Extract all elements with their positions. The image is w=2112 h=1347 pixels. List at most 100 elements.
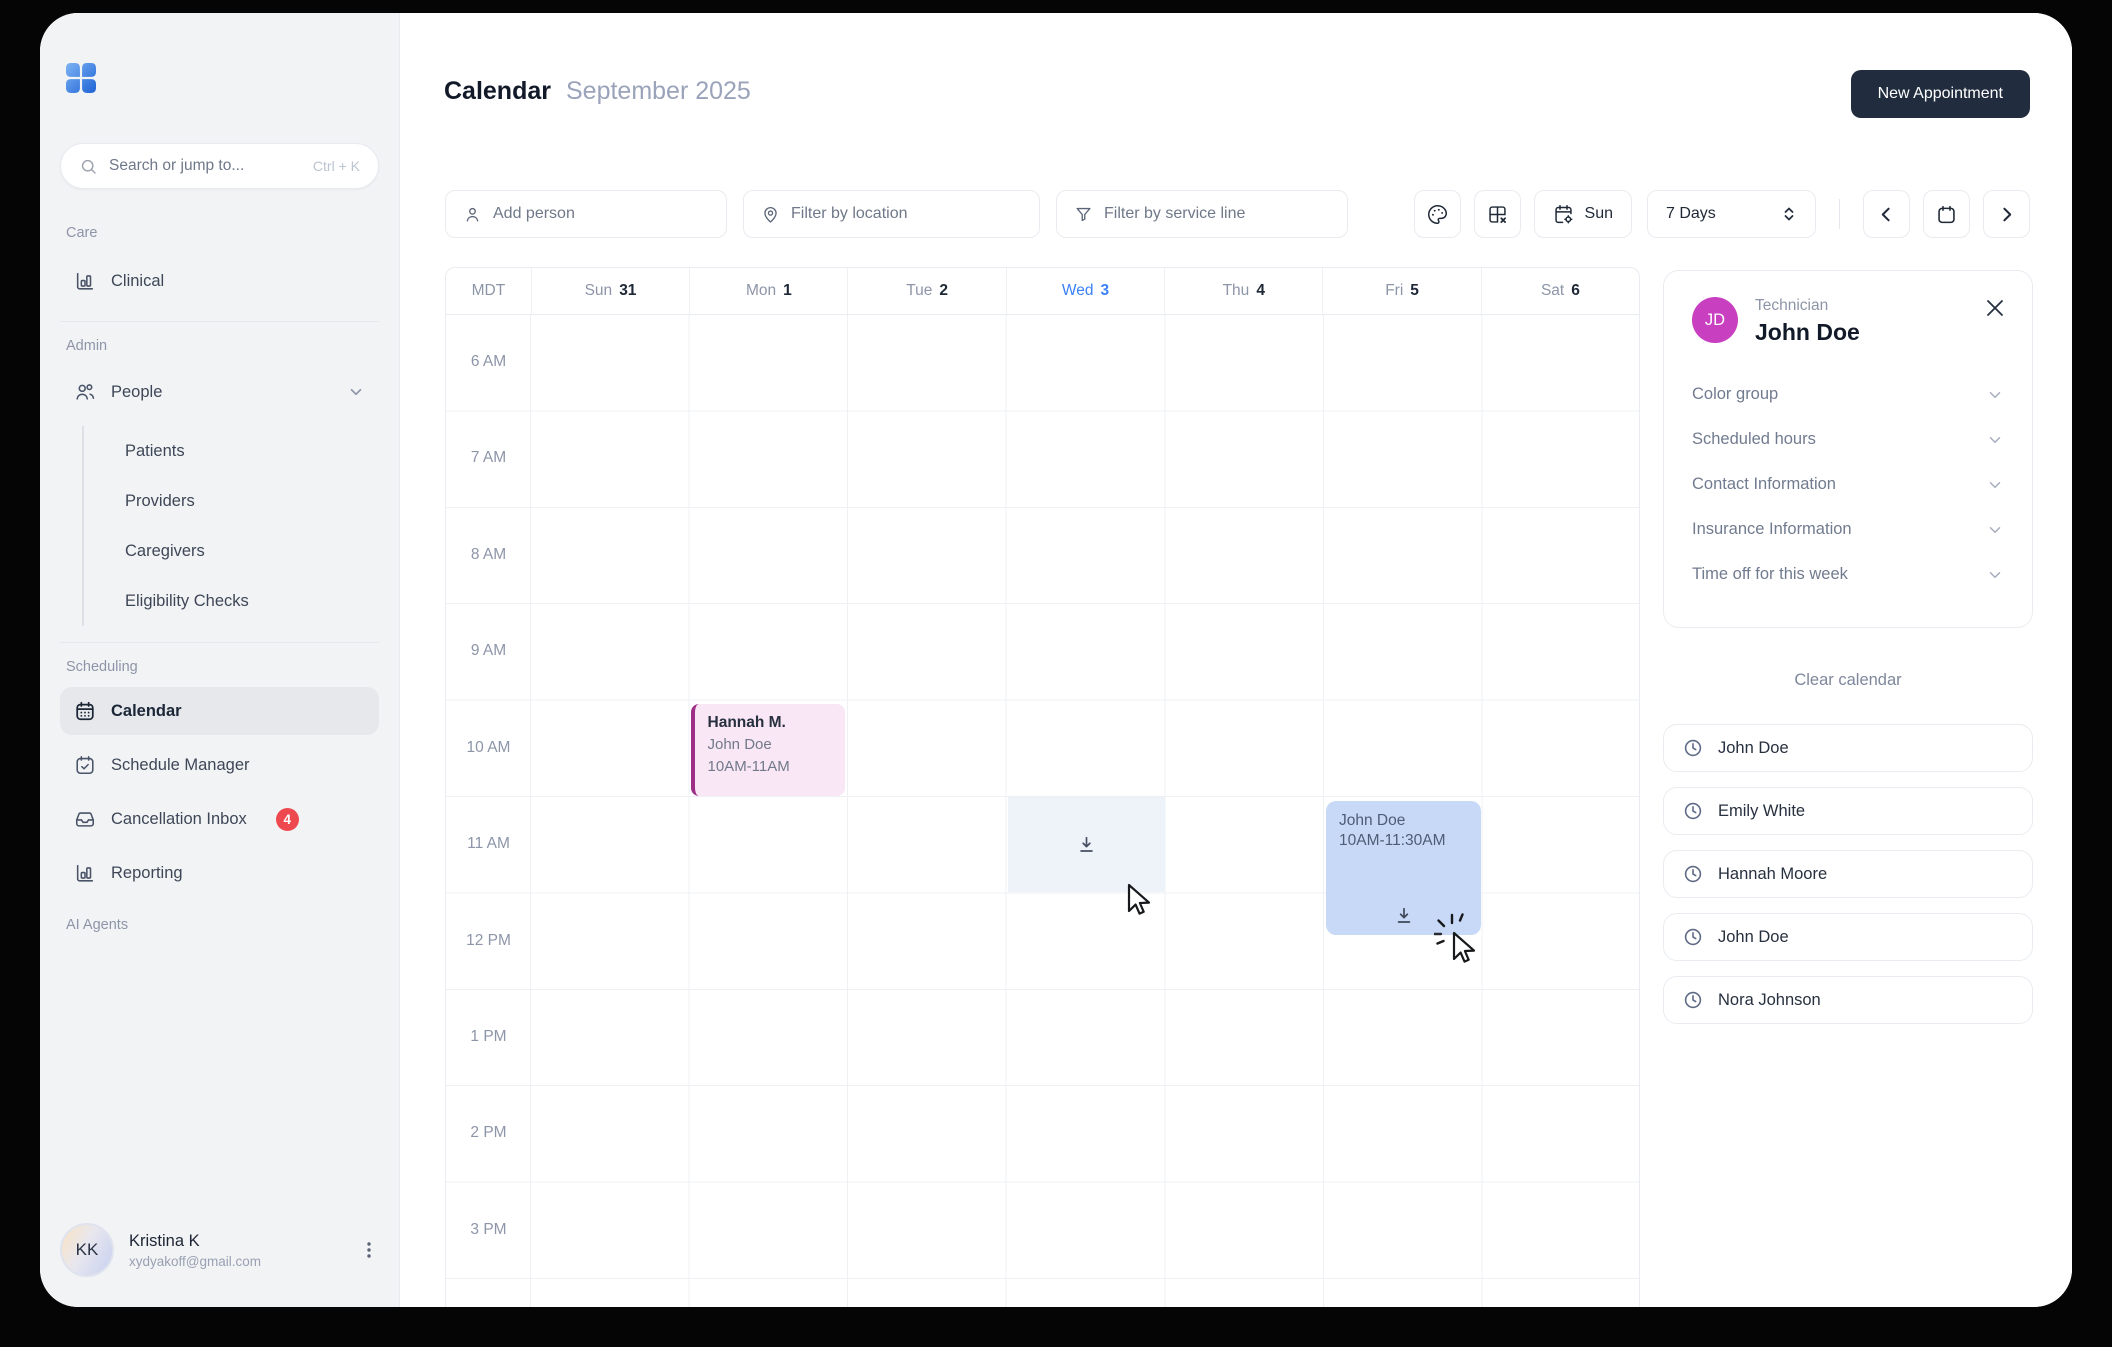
sidebar-item-providers[interactable]: Providers [125, 491, 195, 510]
filter-service-line-input[interactable]: Filter by service line [1056, 190, 1348, 238]
clock-icon [1683, 738, 1703, 758]
day-header-sat[interactable]: Sat 6 [1480, 268, 1639, 314]
sidebar-item-caregivers[interactable]: Caregivers [125, 541, 205, 560]
clear-calendar-link[interactable]: Clear calendar [1794, 671, 1902, 689]
day-header-sun[interactable]: Sun 31 [530, 268, 689, 314]
sidebar-item-label: Reporting [111, 863, 183, 882]
chevron-down-icon [1986, 431, 2004, 449]
event-time: 10AM-11AM [707, 757, 790, 775]
search-input[interactable]: Search or jump to... Ctrl + K [60, 143, 379, 189]
schedule-person-item[interactable]: Hannah Moore [1663, 850, 2033, 898]
filter-service-line-placeholder: Filter by service line [1104, 205, 1246, 222]
chevron-right-icon [1998, 206, 2015, 223]
time-label: 11 AM [467, 835, 510, 852]
page-header: Calendar September 2025 [444, 77, 751, 106]
technician-name: John Doe [1755, 319, 1860, 345]
week-start-button[interactable]: Sun [1533, 190, 1632, 238]
time-label: 2 PM [470, 1124, 507, 1141]
accordion-time-off[interactable]: Time off for this week [1692, 552, 2004, 597]
sidebar-item-people[interactable]: People [60, 368, 379, 416]
day-header-mon[interactable]: Mon 1 [689, 268, 847, 314]
range-select[interactable]: 7 Days [1647, 190, 1816, 238]
day-header-tue[interactable]: Tue 2 [847, 268, 1005, 314]
sidebar-divider [60, 642, 379, 643]
prev-button[interactable] [1863, 190, 1910, 238]
schedule-person-item[interactable]: Nora Johnson [1663, 976, 2033, 1024]
calendar-grid: MDT Sun 31 Mon 1 Tue 2 Wed 3 Thu 4 Fri 5 Sat 6 … [445, 267, 1640, 1307]
search-placeholder: Search or jump to... [109, 157, 245, 174]
bar-chart-icon [74, 270, 96, 292]
palette-button[interactable] [1413, 190, 1461, 238]
sidebar-item-label: Schedule Manager [111, 755, 250, 774]
day-header-thu[interactable]: Thu 4 [1164, 268, 1322, 314]
chevron-down-icon [1986, 566, 2004, 584]
timezone-label: MDT [471, 282, 506, 299]
technician-role: Technician [1755, 297, 1829, 314]
accordion-contact-information[interactable]: Contact Information [1692, 462, 2004, 507]
schedule-person-item[interactable]: John Doe [1663, 913, 2033, 961]
download-icon[interactable] [1393, 905, 1414, 926]
table-remove-button[interactable] [1473, 190, 1521, 238]
sidebar-divider [60, 321, 379, 322]
event-hannah[interactable]: Hannah M. John Doe 10AM-11AM [690, 704, 845, 796]
day-header-fri[interactable]: Fri 5 [1322, 268, 1480, 314]
close-icon[interactable] [1984, 297, 2006, 319]
mini-calendar-button[interactable] [1923, 190, 1970, 238]
calendar-check-icon [74, 754, 96, 776]
search-icon [79, 157, 98, 176]
sidebar-item-label: Calendar [111, 701, 182, 720]
accordion-color-group[interactable]: Color group [1692, 372, 2004, 417]
notification-badge: 4 [275, 807, 299, 831]
sidebar: Search or jump to... Ctrl + K Care Clini… [40, 13, 400, 1307]
chevron-left-icon [1878, 206, 1895, 223]
sidebar-item-calendar[interactable]: Calendar [60, 687, 379, 735]
search-shortcut: Ctrl + K [312, 158, 360, 174]
day-header-wed-today[interactable]: Wed 3 [1005, 268, 1164, 314]
new-appointment-button[interactable]: New Appointment [1850, 70, 2030, 118]
toolbar: Add person Filter by location Filter by … [445, 190, 2030, 238]
sidebar-item-clinical[interactable]: Clinical [60, 257, 379, 305]
schedule-person-item[interactable]: Emily White [1663, 787, 2033, 835]
time-label: 3 PM [470, 1221, 507, 1238]
accordion-scheduled-hours[interactable]: Scheduled hours [1692, 417, 2004, 462]
filter-location-placeholder: Filter by location [791, 205, 908, 222]
bar-chart-icon [74, 862, 96, 884]
calendar-day-area[interactable]: Hannah M. John Doe 10AM-11AM John Doe 10… [531, 315, 1639, 1307]
sidebar-item-cancellation-inbox[interactable]: Cancellation Inbox 4 [60, 795, 379, 843]
time-label: 7 AM [470, 449, 507, 466]
person-name: Hannah Moore [1718, 864, 1828, 883]
calendar-gear-icon [1553, 204, 1574, 225]
download-icon[interactable] [1076, 834, 1097, 855]
schedule-person-item[interactable]: John Doe [1663, 724, 2033, 772]
technician-header: JD Technician John Doe [1692, 297, 2004, 346]
event-john-doe[interactable]: John Doe 10AM-11:30AM [1326, 801, 1481, 935]
drop-target-cell[interactable] [1007, 797, 1166, 893]
person-icon [463, 205, 482, 224]
event-time: 10AM-11:30AM [1339, 832, 1446, 849]
next-button[interactable] [1983, 190, 2030, 238]
user-name: Kristina K [129, 1231, 200, 1250]
add-person-input[interactable]: Add person [445, 190, 727, 238]
chevron-down-icon [347, 383, 365, 401]
event-person: John Doe [1339, 812, 1406, 829]
sidebar-item-label: People [111, 382, 163, 401]
page-title: Calendar [444, 77, 551, 105]
sidebar-item-schedule-manager[interactable]: Schedule Manager [60, 741, 379, 789]
technician-card: JD Technician John Doe Color group Sched… [1663, 270, 2033, 628]
sidebar-item-reporting[interactable]: Reporting [60, 849, 379, 897]
sidebar-item-eligibility-checks[interactable]: Eligibility Checks [125, 591, 249, 610]
calendar-grid-header: MDT Sun 31 Mon 1 Tue 2 Wed 3 Thu 4 Fri 5 Sat 6 [446, 268, 1639, 315]
add-person-placeholder: Add person [493, 205, 575, 222]
app-logo-icon[interactable] [66, 63, 96, 93]
right-panel: JD Technician John Doe Color group Sched… [1663, 270, 2033, 1039]
kebab-menu-button[interactable] [359, 1240, 379, 1260]
sidebar-item-patients[interactable]: Patients [125, 441, 185, 460]
filter-location-input[interactable]: Filter by location [743, 190, 1040, 238]
accordion-insurance-information[interactable]: Insurance Information [1692, 507, 2004, 552]
map-pin-icon [761, 205, 780, 224]
calendar-icon [1936, 204, 1957, 225]
time-column: 6 AM 7 AM 8 AM 9 AM 10 AM 11 AM 12 PM 1 … [446, 315, 531, 1307]
users-icon [74, 381, 96, 403]
time-label: 12 PM [466, 932, 511, 949]
accordion: Color group Scheduled hours Contact Info… [1692, 372, 2004, 597]
